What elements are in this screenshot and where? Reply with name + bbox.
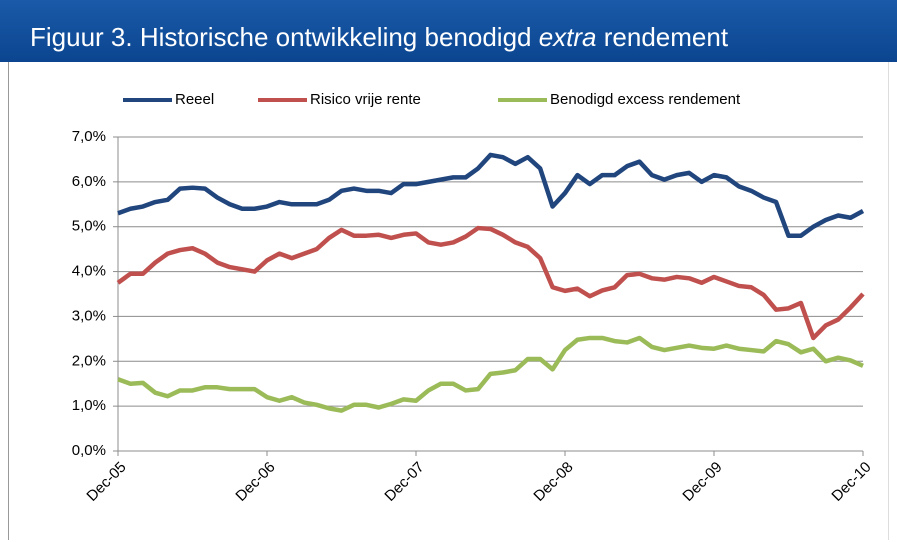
y-tick-label: 5,0%: [72, 218, 106, 235]
y-tick-label: 2,0%: [72, 352, 106, 369]
chart-title: Figuur 3. Historische ontwikkeling benod…: [30, 22, 729, 52]
title-part: rendement: [597, 22, 729, 52]
x-tick-label: Dec-07: [381, 459, 427, 505]
y-tick-label: 1,0%: [72, 397, 106, 414]
x-tick-label: Dec-10: [828, 459, 874, 505]
series-line: [117, 152, 865, 238]
x-tick-label: Dec-08: [530, 459, 576, 505]
x-tick-label: Dec-05: [83, 459, 129, 505]
title-emphasis: extra: [539, 22, 597, 52]
legend-label: Benodigd excess rendement: [550, 91, 741, 108]
y-tick-label: 6,0%: [72, 173, 106, 190]
y-tick-label: 4,0%: [72, 263, 106, 280]
header-bar: [0, 0, 897, 62]
title-part: Figuur 3. Historische ontwikkeling benod…: [30, 22, 539, 52]
x-tick-label: Dec-09: [679, 459, 725, 505]
y-tick-label: 3,0%: [72, 307, 106, 324]
legend-label: Risico vrije rente: [310, 91, 421, 108]
x-tick-label: Dec-06: [232, 459, 278, 505]
y-tick-label: 7,0%: [72, 128, 106, 145]
series-line: [117, 335, 864, 413]
y-tick-label: 0,0%: [72, 442, 106, 459]
legend-label: Reeel: [175, 91, 214, 108]
series-line: [116, 225, 865, 341]
